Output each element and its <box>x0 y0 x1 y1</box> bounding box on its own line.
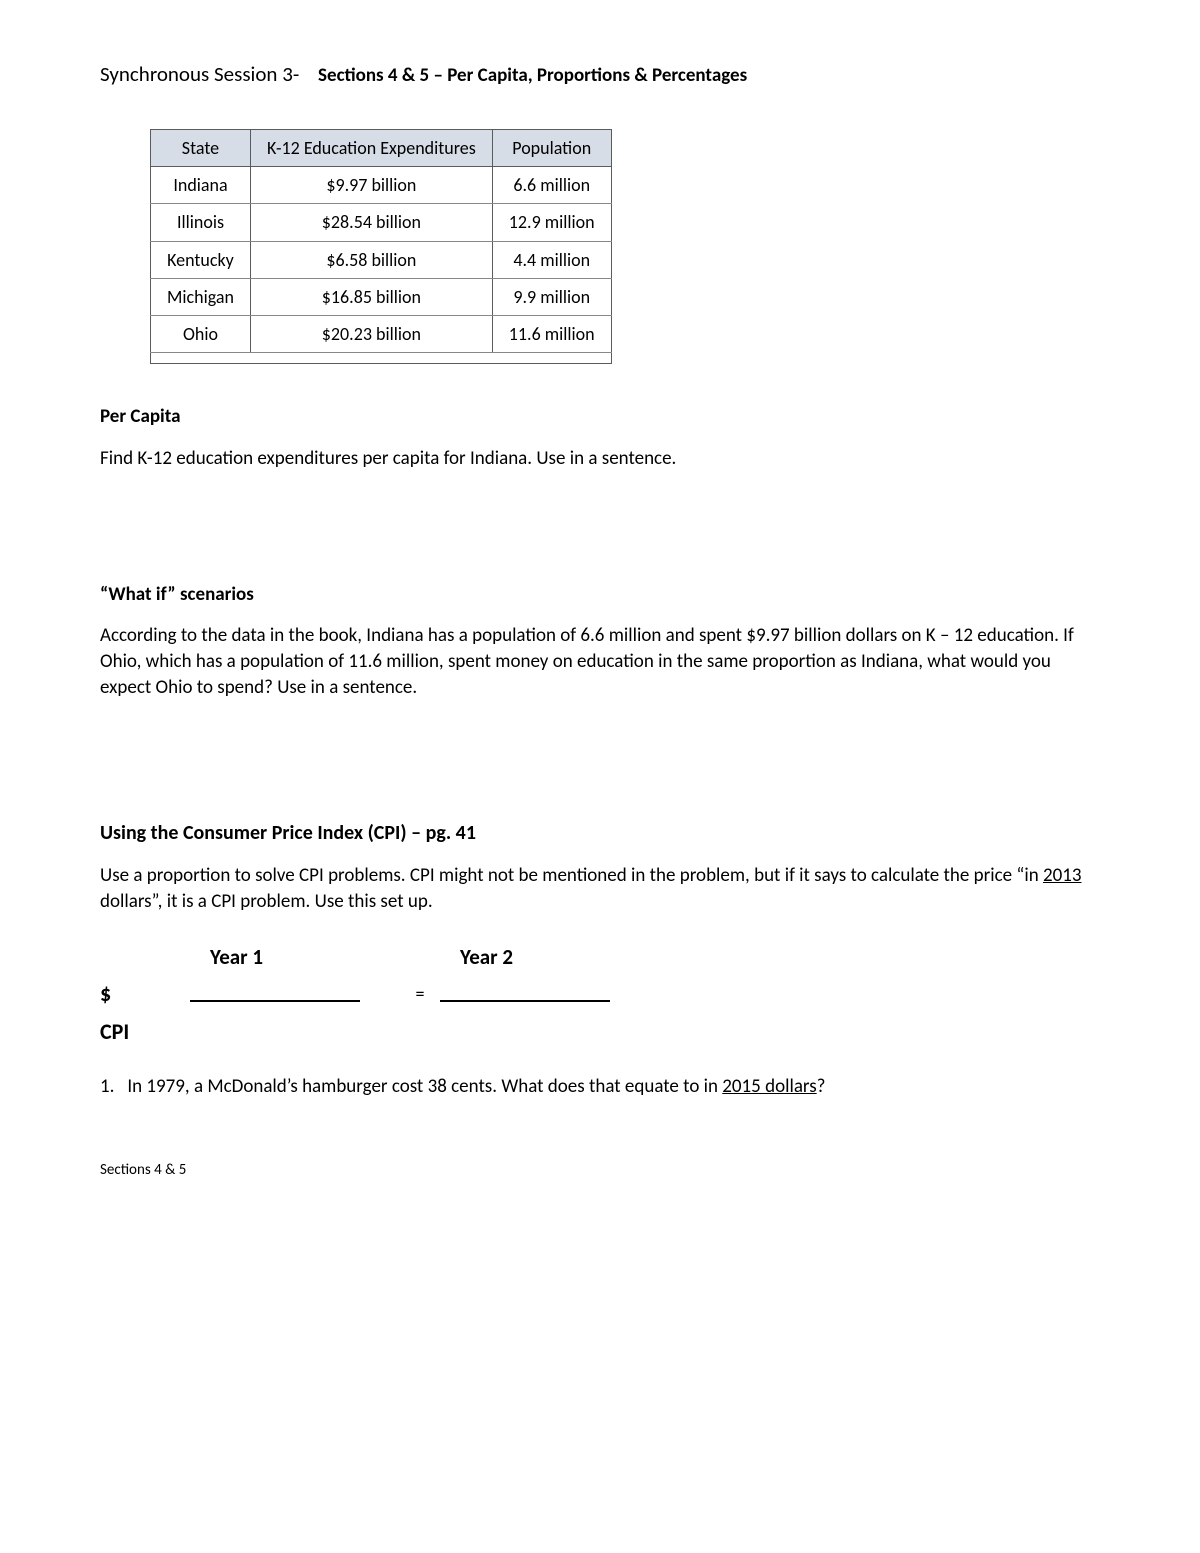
table-cell: Ohio <box>151 316 251 353</box>
per-capita-heading: Per Capita <box>100 404 1100 430</box>
question-year-underline: 2015 dollars <box>722 1075 816 1098</box>
table-cell: Kentucky <box>151 241 251 278</box>
cpi-text-part: Use a proportion to solve CPI problems. … <box>100 864 1043 887</box>
cpi-year-underline: 2013 <box>1043 864 1082 887</box>
cpi-text-part: dollars”, it is a CPI problem. Use this … <box>100 890 433 913</box>
blank-line <box>440 1000 610 1002</box>
question-number: 1. <box>100 1075 114 1098</box>
table-row: Kentucky $6.58 billion 4.4 million <box>151 241 612 278</box>
money-row-label: $ <box>100 979 190 1009</box>
table-cell: 4.4 million <box>492 241 611 278</box>
table-cell: 12.9 million <box>492 204 611 241</box>
year2-header: Year 2 <box>440 943 650 971</box>
table-row: Michigan $16.85 billion 9.9 million <box>151 278 612 315</box>
table-cell: Indiana <box>151 166 251 203</box>
question-text-part: In 1979, a McDonald’s hamburger cost 38 … <box>127 1075 722 1098</box>
expenditures-table: State K-12 Education Expenditures Popula… <box>150 129 612 365</box>
title-main: Synchronous Session 3- <box>100 61 299 87</box>
what-if-text: According to the data in the book, India… <box>100 623 1100 700</box>
table-header-cell: K-12 Education Expenditures <box>250 129 492 166</box>
table-header-cell: Population <box>492 129 611 166</box>
table-cell: 9.9 million <box>492 278 611 315</box>
table-cell: Illinois <box>151 204 251 241</box>
equals-sign: = <box>400 982 440 1006</box>
page-title: Synchronous Session 3- Sections 4 & 5 – … <box>100 60 1100 89</box>
table-cell: $28.54 billion <box>250 204 492 241</box>
table-row: Illinois $28.54 billion 12.9 million <box>151 204 612 241</box>
table-spacer-row <box>151 353 612 364</box>
question-1: 1. In 1979, a McDonald’s hamburger cost … <box>100 1074 1100 1100</box>
question-text-part: ? <box>817 1075 826 1098</box>
cpi-heading: Using the Consumer Price Index (CPI) – p… <box>100 820 1100 847</box>
page-footer: Sections 4 & 5 <box>100 1160 1100 1180</box>
table-cell: $6.58 billion <box>250 241 492 278</box>
cpi-intro-text: Use a proportion to solve CPI problems. … <box>100 863 1100 914</box>
table-cell: 6.6 million <box>492 166 611 203</box>
table-cell: 11.6 million <box>492 316 611 353</box>
cpi-row-label: CPI <box>100 1017 190 1047</box>
blank-line <box>190 1000 360 1002</box>
title-sub: Sections 4 & 5 – Per Capita, Proportions… <box>318 64 747 87</box>
table-row: Indiana $9.97 billion 6.6 million <box>151 166 612 203</box>
table-cell: $20.23 billion <box>250 316 492 353</box>
cpi-proportion-grid: Year 1 Year 2 $ = CPI <box>100 943 1100 1047</box>
year1-header: Year 1 <box>190 943 400 971</box>
what-if-heading: “What if” scenarios <box>100 582 1100 608</box>
table-header-row: State K-12 Education Expenditures Popula… <box>151 129 612 166</box>
table-cell: $16.85 billion <box>250 278 492 315</box>
table-cell: $9.97 billion <box>250 166 492 203</box>
per-capita-text: Find K-12 education expenditures per cap… <box>100 446 1100 472</box>
table-row: Ohio $20.23 billion 11.6 million <box>151 316 612 353</box>
table-cell: Michigan <box>151 278 251 315</box>
table-header-cell: State <box>151 129 251 166</box>
